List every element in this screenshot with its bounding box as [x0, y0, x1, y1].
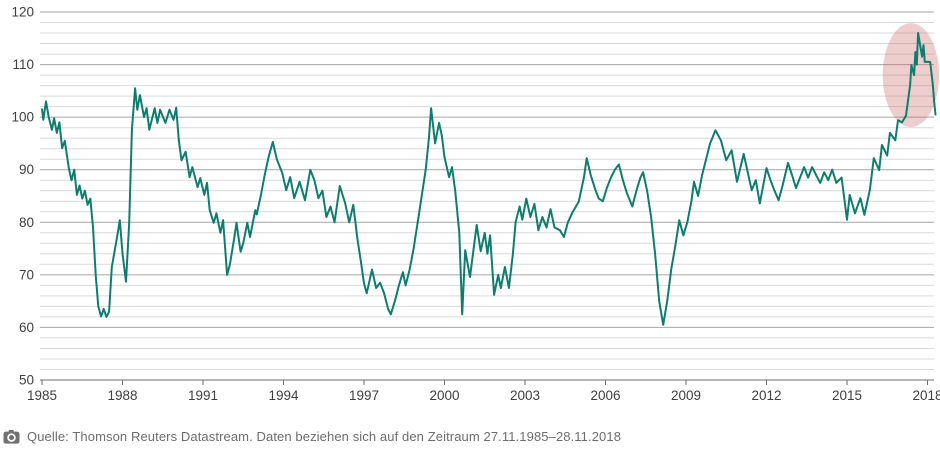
svg-text:120: 120	[11, 5, 34, 20]
svg-text:2012: 2012	[751, 388, 781, 403]
svg-text:90: 90	[19, 162, 34, 177]
camera-icon	[3, 429, 20, 444]
svg-text:1988: 1988	[107, 388, 137, 403]
svg-text:100: 100	[11, 110, 34, 125]
svg-text:2015: 2015	[832, 388, 862, 403]
svg-text:2009: 2009	[671, 388, 701, 403]
y-axis-labels: 50 60 70 80 90 100 110 120	[11, 5, 34, 388]
source-caption-text: Quelle: Thomson Reuters Datastream. Date…	[27, 429, 622, 444]
major-gridlines	[40, 11, 934, 381]
svg-text:2006: 2006	[590, 388, 620, 403]
svg-text:1994: 1994	[268, 388, 299, 403]
x-axis: 1985 1988 1991 1994 1997 2000 2003 2006 2009 2012…	[27, 380, 940, 403]
svg-text:110: 110	[12, 57, 34, 72]
svg-text:1997: 1997	[349, 388, 379, 403]
svg-text:2000: 2000	[429, 388, 459, 403]
svg-text:70: 70	[19, 267, 34, 282]
svg-text:1985: 1985	[27, 388, 57, 403]
source-caption: Quelle: Thomson Reuters Datastream. Date…	[3, 429, 621, 444]
minor-gridlines	[40, 22, 934, 370]
svg-text:1991: 1991	[188, 388, 218, 403]
svg-text:50: 50	[19, 373, 34, 388]
svg-text:80: 80	[19, 215, 34, 230]
svg-text:2018: 2018	[912, 388, 940, 403]
data-line	[41, 32, 937, 326]
line-chart: 50 60 70 80 90 100 110 120 1985 1988 1991 1994 1997…	[11, 5, 940, 404]
svg-text:60: 60	[19, 320, 34, 335]
svg-text:2003: 2003	[510, 388, 540, 403]
